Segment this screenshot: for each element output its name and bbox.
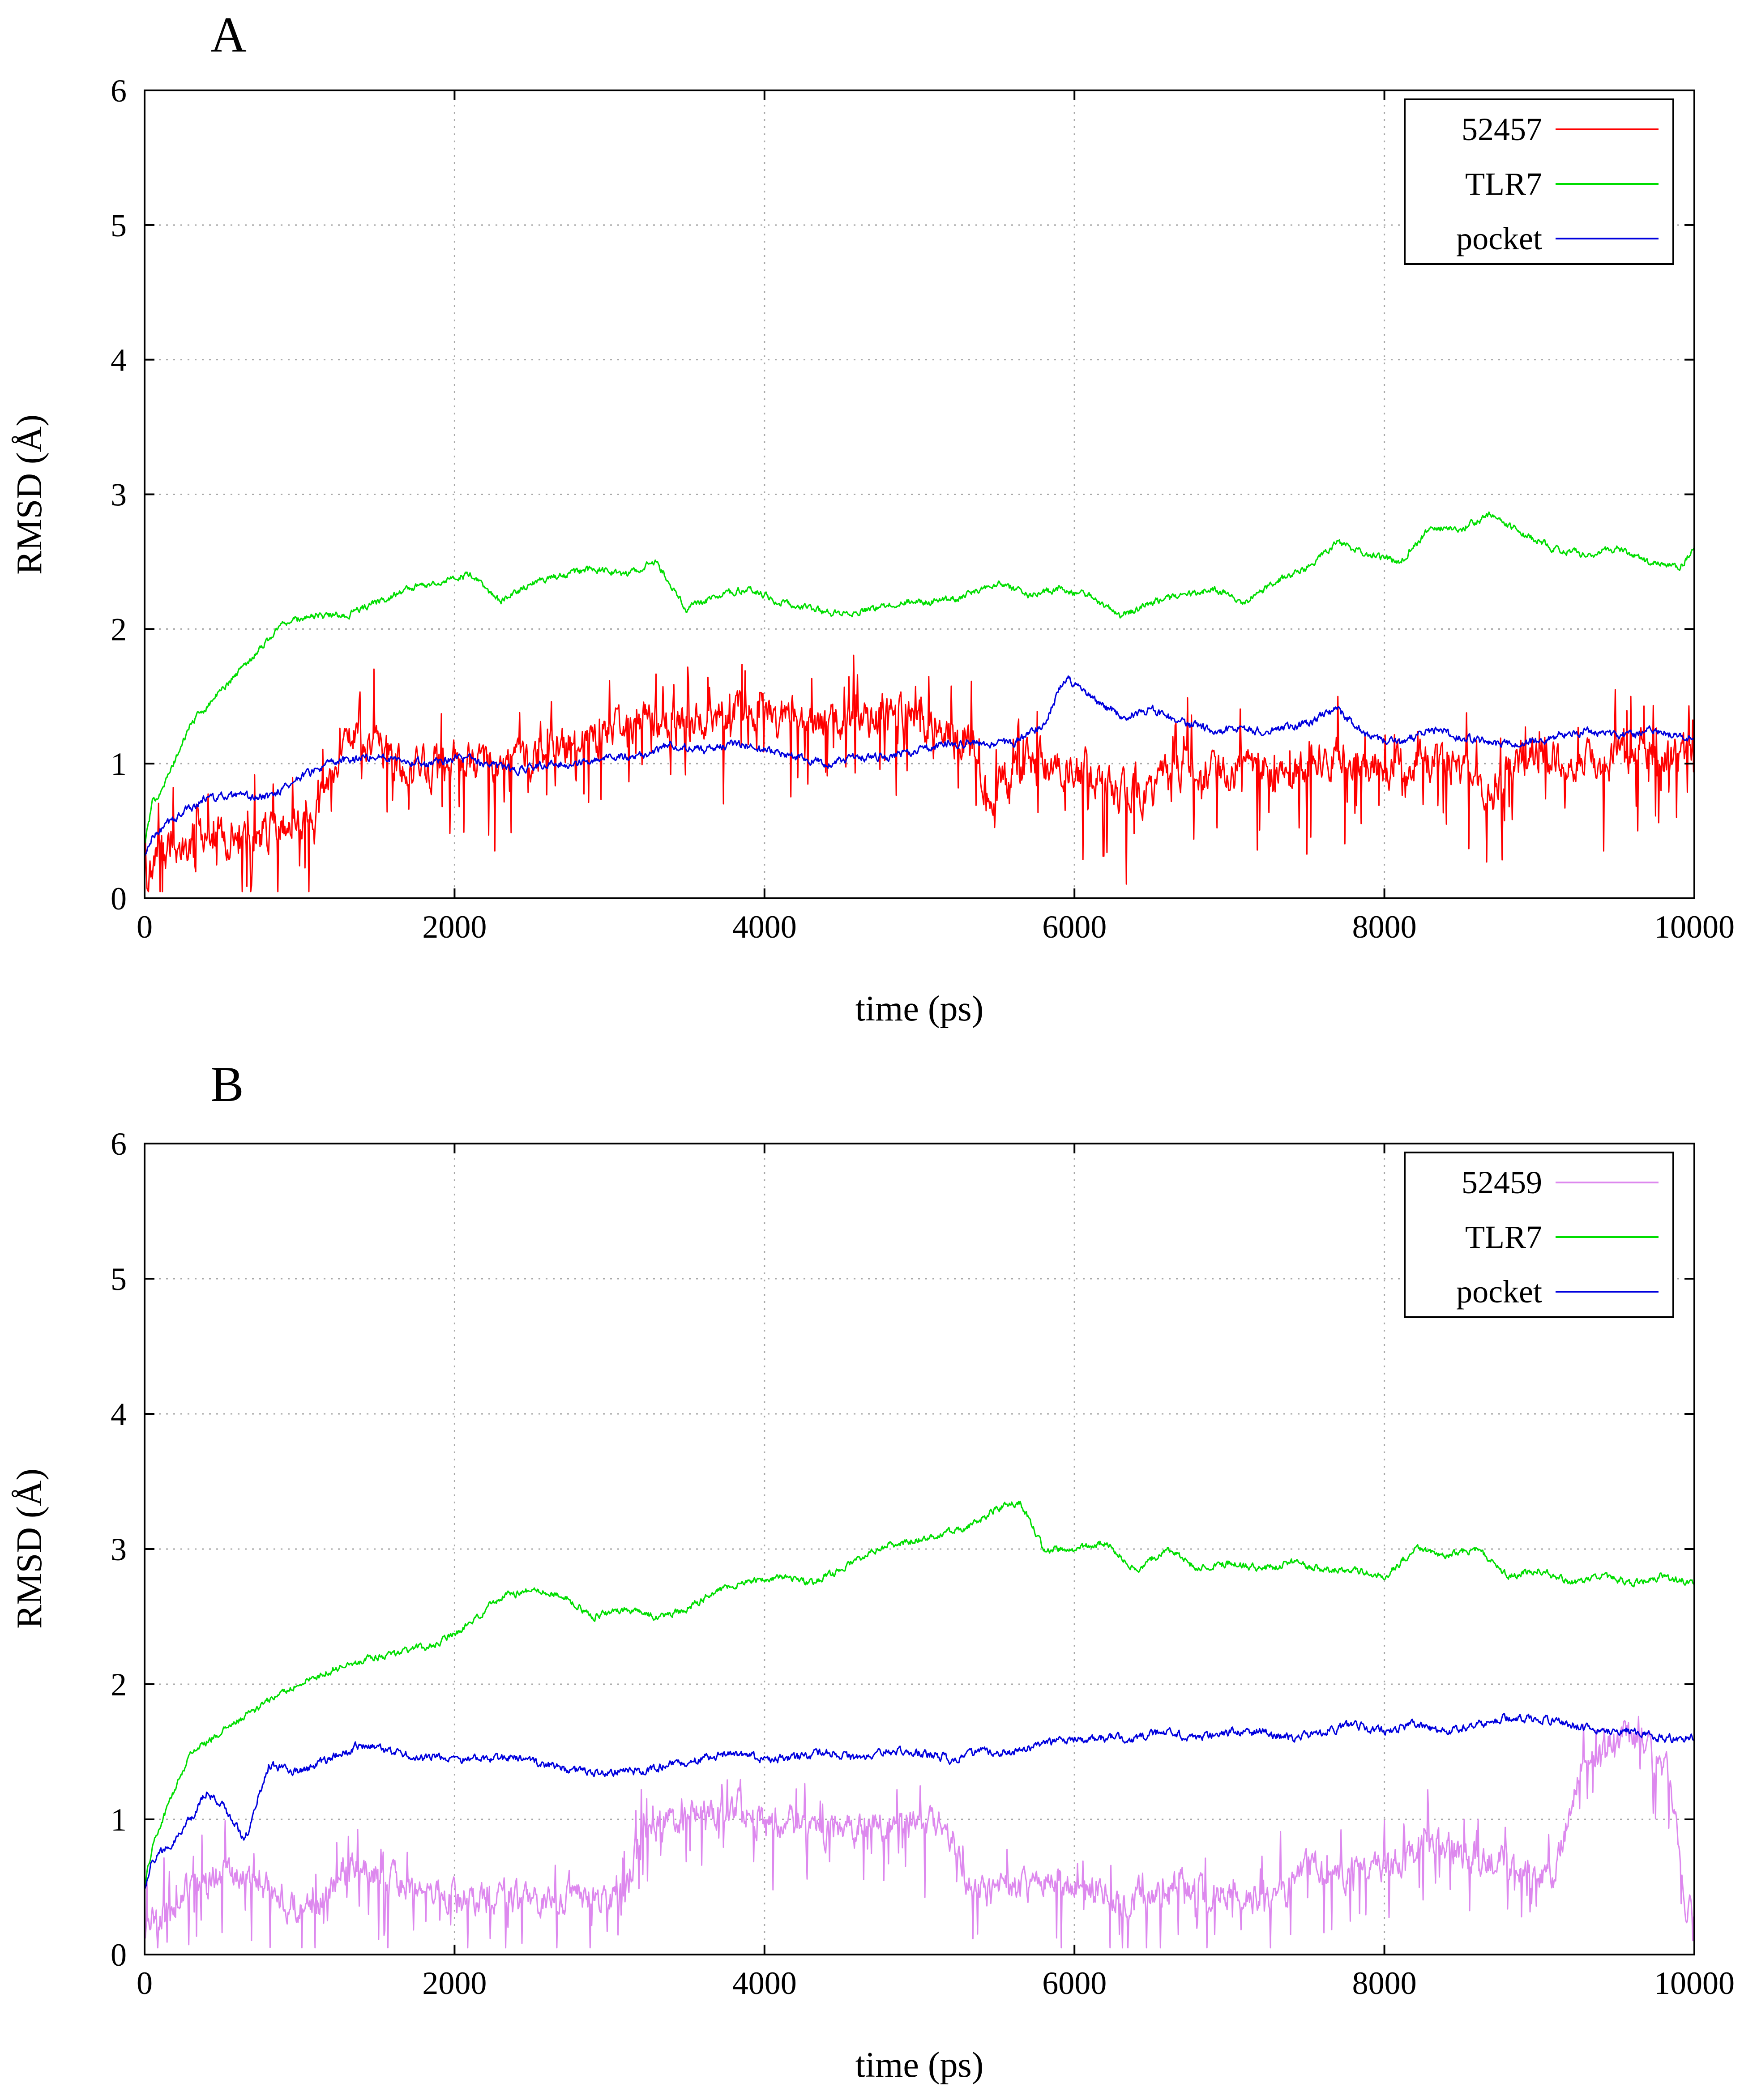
y-tick-label: 6 xyxy=(111,73,127,109)
series-line-tlr7 xyxy=(144,1500,1695,1890)
x-tick-label: 2000 xyxy=(422,1965,487,2001)
x-tick-label: 6000 xyxy=(1042,1965,1107,2001)
legend-label-pocket: pocket xyxy=(1456,221,1542,256)
series-line-52457 xyxy=(144,654,1695,892)
y-tick-label: 0 xyxy=(111,1937,127,1973)
x-tick-label: 6000 xyxy=(1042,909,1107,945)
x-tick-label: 4000 xyxy=(732,909,797,945)
panel-a: A 0 2000 4000 6000 8000 10000 0 1 2 3 4 5 6 time (ps… xyxy=(10,7,1735,1029)
y-tick-label: 6 xyxy=(111,1126,127,1162)
legend: 52459 TLR7 pocket xyxy=(1404,1152,1674,1318)
y-tick-label: 2 xyxy=(111,611,127,647)
legend: 52457 TLR7 pocket xyxy=(1404,98,1674,265)
y-tick-label: 3 xyxy=(111,477,127,513)
series-layer xyxy=(144,1500,1695,1949)
x-tick-label: 2000 xyxy=(422,909,487,945)
x-tick-label: 8000 xyxy=(1352,1965,1417,2001)
legend-box xyxy=(1404,1152,1674,1318)
legend-label-tlr7: TLR7 xyxy=(1465,1219,1542,1255)
x-tick-label: 4000 xyxy=(732,1965,797,2001)
y-tick-label: 4 xyxy=(111,342,127,378)
y-tick-label: 1 xyxy=(111,1802,127,1838)
x-axis-title: time (ps) xyxy=(855,2045,984,2085)
y-axis-title: RMSD (Å) xyxy=(10,414,49,575)
legend-label-52459: 52459 xyxy=(1462,1165,1542,1200)
legend-box xyxy=(1404,98,1674,265)
y-tick-label: 5 xyxy=(111,208,127,243)
x-tick-label: 0 xyxy=(137,1965,153,2001)
x-tick-label: 0 xyxy=(137,909,153,945)
x-tick-label: 10000 xyxy=(1654,909,1735,945)
x-axis-title: time (ps) xyxy=(855,989,984,1029)
legend-label-pocket: pocket xyxy=(1456,1274,1542,1310)
y-tick-label: 4 xyxy=(111,1396,127,1432)
y-tick-label: 5 xyxy=(111,1261,127,1297)
y-tick-label: 3 xyxy=(111,1532,127,1567)
series-line-pocket xyxy=(144,1713,1695,1891)
x-tick-label: 10000 xyxy=(1654,1965,1735,2001)
ticks: 0 2000 4000 6000 8000 10000 0 1 2 3 4 5 6 xyxy=(111,73,1735,945)
series-line-52459 xyxy=(144,1716,1695,1949)
series-line-tlr7 xyxy=(144,511,1695,844)
panel-label: A xyxy=(210,7,247,63)
legend-label-52457: 52457 xyxy=(1462,111,1542,147)
legend-label-tlr7: TLR7 xyxy=(1465,166,1542,202)
ticks: 0 2000 4000 6000 8000 10000 0 1 2 3 4 5 6 xyxy=(111,1126,1735,2001)
y-tick-label: 0 xyxy=(111,881,127,917)
series-line-pocket xyxy=(144,675,1695,858)
panel-b: B 0 2000 4000 6000 8000 10000 0 1 2 3 4 5 6 time (ps… xyxy=(10,1057,1735,2085)
series-layer xyxy=(144,511,1695,892)
panel-label: B xyxy=(210,1057,244,1112)
x-tick-label: 8000 xyxy=(1352,909,1417,945)
y-axis-title: RMSD (Å) xyxy=(10,1468,49,1629)
y-tick-label: 2 xyxy=(111,1667,127,1703)
grid xyxy=(145,1144,1694,1955)
y-tick-label: 1 xyxy=(111,746,127,782)
